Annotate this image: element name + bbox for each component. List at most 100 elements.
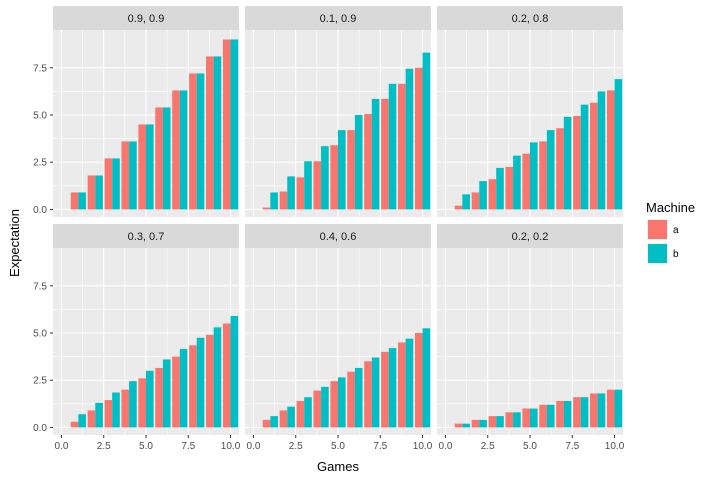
bar-b: [388, 83, 397, 210]
facet-strip-label: 0.1, 0.9: [320, 13, 357, 25]
bar-a: [347, 371, 355, 428]
facet-strip: [53, 224, 239, 248]
bar-a: [364, 361, 372, 428]
x-tick-label: 7.5: [373, 441, 387, 452]
bar-a: [522, 408, 530, 428]
x-tick-label: 2.5: [97, 441, 111, 452]
legend-label-b: b: [673, 249, 679, 260]
bar-b: [179, 349, 188, 428]
bar-a: [454, 205, 463, 210]
bar-b: [479, 419, 487, 428]
bar-b: [597, 91, 606, 210]
bar-b: [597, 393, 606, 428]
x-tick-label: 2.5: [481, 441, 495, 452]
bar-b: [321, 146, 329, 210]
legend-title: Machine: [646, 200, 695, 215]
bar-a: [454, 423, 463, 428]
facet-strip: [245, 224, 431, 248]
bar-b: [95, 402, 103, 428]
bar-a: [505, 412, 514, 428]
bar-b: [405, 68, 414, 210]
x-tick-label: 0.0: [439, 441, 453, 452]
facet-strip-label: 0.3, 0.7: [128, 231, 165, 243]
facet-strip-label: 0.2, 0.2: [512, 231, 549, 243]
bar-a: [206, 334, 214, 428]
bar-a: [330, 381, 338, 428]
bar-a: [505, 166, 514, 210]
bar-a: [70, 192, 79, 210]
facet-strip: [245, 6, 431, 30]
y-tick-label: 7.5: [33, 63, 47, 74]
bar-b: [129, 141, 137, 210]
bar-a: [138, 124, 146, 210]
x-tick-label: 7.5: [565, 441, 579, 452]
bar-a: [313, 161, 322, 210]
bar-b: [146, 124, 154, 210]
y-axis-title: Expectation: [7, 209, 22, 277]
legend: Machine a b: [646, 200, 695, 264]
bar-b: [614, 79, 623, 210]
x-tick-label: 7.5: [181, 441, 195, 452]
legend-swatch-a: [648, 220, 667, 239]
facet-strip-label: 0.4, 0.6: [320, 231, 357, 243]
bar-a: [104, 158, 113, 210]
bar-a: [414, 67, 423, 210]
bar-b: [462, 423, 470, 428]
bar-a: [381, 351, 389, 428]
bar-a: [330, 145, 338, 210]
bar-a: [381, 98, 389, 210]
bar-b: [338, 130, 346, 210]
x-tick-label: 10.0: [605, 441, 625, 452]
bar-a: [87, 175, 96, 210]
bar-a: [104, 400, 113, 428]
bar-a: [87, 410, 96, 428]
bar-a: [279, 191, 288, 210]
x-tick-label: 5.0: [523, 441, 537, 452]
bar-a: [556, 128, 564, 210]
bar-a: [296, 401, 305, 428]
bar-a: [590, 393, 598, 428]
bar-b: [112, 392, 120, 428]
bar-b: [479, 181, 487, 210]
bar-b: [405, 338, 414, 428]
y-tick-label: 0.0: [33, 205, 47, 216]
facet-panel: 0.4, 0.6 0.0 2.5 5.0 7.5 10.0: [245, 224, 433, 452]
bar-a: [262, 419, 271, 428]
bar-b: [496, 167, 504, 210]
bar-a: [539, 141, 547, 210]
facet-strip-label: 0.9, 0.9: [128, 13, 165, 25]
bar-b: [371, 357, 380, 428]
bar-a: [488, 179, 497, 210]
bar-b: [179, 90, 188, 210]
bar-a: [206, 56, 214, 210]
x-tick-label: 5.0: [139, 441, 153, 452]
bar-b: [78, 192, 86, 210]
bar-b: [304, 397, 312, 428]
bar-b: [196, 73, 205, 210]
bar-a: [296, 177, 305, 210]
bar-a: [313, 390, 322, 428]
bar-b: [422, 328, 431, 428]
bar-b: [580, 104, 589, 210]
facet-panel: 0.2, 0.8: [437, 6, 623, 217]
bar-b: [230, 39, 239, 210]
bar-b: [287, 406, 295, 428]
facet-panel: 0.2, 0.2 0.0 2.5 5.0 7.5 10.0: [437, 224, 625, 452]
bar-b: [354, 367, 363, 428]
bar-b: [530, 142, 538, 210]
bar-b: [546, 404, 555, 428]
bar-b: [146, 370, 154, 428]
y-tick-label: 2.5: [33, 376, 47, 387]
bar-a: [189, 345, 197, 428]
bar-b: [371, 98, 380, 210]
y-tick-label: 5.0: [33, 111, 47, 122]
bar-b: [513, 155, 521, 210]
bar-a: [488, 416, 497, 428]
facet-strip-label: 0.2, 0.8: [512, 13, 549, 25]
bar-a: [398, 83, 406, 210]
bar-a: [471, 192, 480, 210]
facet-panel: 0.9, 0.9 0.0 2.5 5.0 7.5: [33, 6, 239, 217]
legend-label-a: a: [673, 225, 679, 236]
bar-b: [388, 348, 397, 428]
